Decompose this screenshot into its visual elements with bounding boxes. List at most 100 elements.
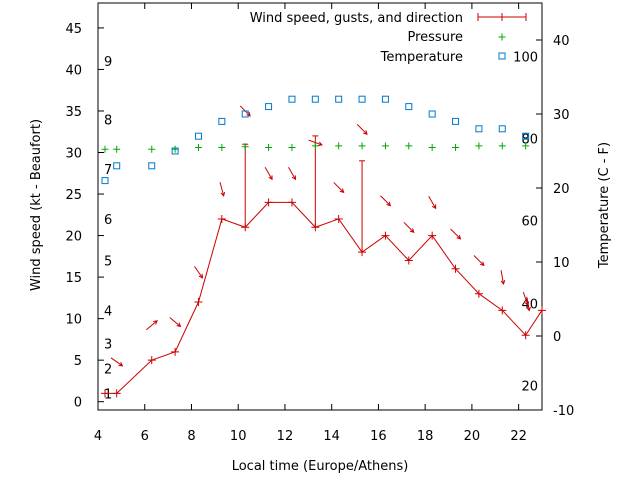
wind-point: [428, 231, 437, 240]
wind-point: [147, 356, 156, 365]
beaufort-label: 7: [104, 163, 112, 178]
wind-point: [381, 231, 390, 240]
wind-direction-arrow: [500, 270, 506, 286]
plot-frame: [97, 2, 543, 411]
x-axis-label: Local time (Europe/Athens): [232, 459, 409, 474]
x-tick-label: 6: [141, 429, 149, 444]
y-tick-label: 15: [65, 271, 82, 286]
temperature-point: [113, 162, 121, 170]
pressure-point: [171, 145, 179, 153]
pressure-point: [475, 142, 483, 150]
temperature-point: [171, 147, 179, 155]
y2-tick-label: 10: [553, 256, 570, 271]
temperature-point: [475, 125, 483, 133]
fahrenheit-label: 60: [521, 215, 538, 230]
pressure-point: [405, 142, 413, 150]
wind-direction-arrow: [380, 195, 392, 207]
beaufort-label: 9: [104, 55, 112, 70]
fahrenheit-label: 20: [521, 380, 538, 395]
y-tick-label: 5: [74, 354, 82, 369]
wind-speed-line: [105, 201, 543, 394]
x-tick-label: 18: [417, 429, 434, 444]
temperature-point: [335, 95, 343, 103]
pressure-point: [241, 143, 249, 151]
pressure-point: [265, 144, 273, 152]
wind-direction-arrow: [219, 182, 226, 197]
y-tick-label: 45: [65, 22, 82, 37]
wind-point: [264, 198, 273, 207]
temperature-point: [522, 132, 530, 140]
wind-direction-arrow: [428, 196, 437, 210]
fahrenheit-label: 40: [521, 297, 538, 312]
y2-tick-label: -10: [553, 404, 574, 419]
labels-layer: Local time (Europe/Athens) Wind speed (k…: [29, 119, 612, 474]
temperature-point: [358, 95, 366, 103]
pressure-point: [522, 142, 530, 150]
beaufort-label: 2: [104, 362, 112, 377]
temperature-point: [288, 95, 296, 103]
x-tick-label: 4: [94, 429, 102, 444]
temperature-point: [381, 95, 389, 103]
wind-direction-arrow: [473, 255, 485, 267]
beaufort-label: 4: [104, 304, 112, 319]
wind-point: [521, 331, 530, 340]
y-tick-label: 0: [74, 396, 82, 411]
y-tick-label: 40: [65, 63, 82, 78]
wind-point: [112, 389, 121, 398]
pressure-point: [288, 144, 296, 152]
wind-point: [334, 214, 343, 223]
temperature-point: [218, 117, 226, 125]
pressure-point: [335, 142, 343, 150]
series-layer: [101, 95, 546, 398]
wind-direction-arrow: [526, 296, 531, 312]
y2-tick-label: 0: [553, 330, 561, 345]
temperature-point: [241, 110, 249, 118]
wind-point: [287, 198, 296, 207]
legend-label-pressure: Pressure: [407, 30, 463, 45]
y-tick-label: 25: [65, 188, 82, 203]
wind-point: [404, 256, 413, 265]
fahrenheit-label: 80: [521, 132, 538, 147]
temperature-point: [311, 95, 319, 103]
y-tick-label: 30: [65, 147, 82, 162]
wind-point: [194, 298, 203, 307]
wind-direction-arrow: [356, 123, 368, 135]
pressure-point: [498, 142, 506, 150]
y-tick-label: 35: [65, 105, 82, 120]
y-tick-label: 20: [65, 230, 82, 245]
legend-sample-pressure: [498, 33, 506, 41]
y-tick-label: 10: [65, 313, 82, 328]
x-tick-label: 8: [187, 429, 195, 444]
beaufort-label: 1: [104, 387, 112, 402]
temperature-point: [405, 103, 413, 111]
wind-point: [474, 289, 483, 298]
pressure-point: [194, 144, 202, 152]
wind-direction-arrow: [288, 166, 296, 181]
wind-point: [498, 306, 507, 315]
beaufort-label: 8: [104, 113, 112, 128]
y2-tick-label: 30: [553, 108, 570, 123]
pressure-point: [113, 145, 121, 153]
wind-direction-arrow: [403, 221, 415, 233]
wind-direction-arrow: [264, 166, 273, 181]
legend-label-wind: Wind speed, gusts, and direction: [250, 11, 463, 26]
x-tick-label: 20: [464, 429, 481, 444]
pressure-point: [218, 144, 226, 152]
y2-axis-label: Temperature (C - F): [597, 142, 612, 269]
wind-direction-arrow: [110, 357, 124, 367]
wind-direction-arrow: [333, 182, 345, 194]
y-axis-label: Wind speed (kt - Beaufort): [29, 119, 44, 291]
temperature-point: [265, 103, 273, 111]
x-tick-label: 16: [370, 429, 387, 444]
pressure-point: [381, 142, 389, 150]
temperature-point: [101, 177, 109, 185]
x-tick-label: 14: [323, 429, 340, 444]
temperature-point: [428, 110, 436, 118]
axes-layer: 4 6 8 10 12 14 16 18 20 22051015202530354045-1001…: [65, 2, 574, 444]
pressure-point: [148, 145, 156, 153]
pressure-point: [428, 144, 436, 152]
legend-sample-temperature: [498, 52, 506, 60]
y2-tick-label: 40: [553, 34, 570, 49]
x-tick-label: 12: [277, 429, 294, 444]
beaufort-label: 3: [104, 338, 112, 353]
